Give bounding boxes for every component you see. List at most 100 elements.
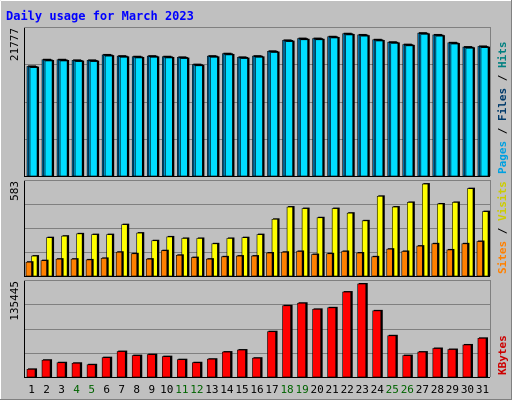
sites-bar-day-2: [40, 260, 47, 277]
kbytes-bar-day-25: [387, 335, 397, 378]
sites-bar-day-27: [416, 245, 423, 277]
visits-bar-day-21: [331, 208, 338, 277]
visits-bar-day-22: [346, 212, 354, 277]
chart-title: Daily usage for March 2023: [6, 9, 194, 23]
hits-bar-day-24: [375, 40, 384, 177]
sites-bar-day-24: [371, 256, 378, 277]
visits-bar-day-29: [452, 202, 459, 277]
visits-bar-day-28: [437, 203, 444, 277]
legend-entry-sites: Sites: [496, 241, 509, 274]
hits-bar-day-19: [300, 39, 308, 177]
day-label-14: 14: [220, 383, 234, 396]
kbytes-bar-day-4: [71, 362, 81, 378]
hits-bar-day-15: [240, 58, 248, 177]
visits-bar-day-5: [91, 234, 98, 277]
hits-bar-day-2: [44, 60, 53, 177]
kbytes-bar-day-17: [267, 331, 276, 378]
sites-bar-day-16: [251, 255, 258, 277]
day-label-4: 4: [73, 383, 80, 396]
sites-bar-day-1: [25, 261, 32, 277]
legend-entry-kbytes: KBytes: [496, 335, 509, 375]
visits-bar-day-25: [391, 206, 399, 277]
day-label-23: 23: [356, 383, 369, 396]
sites-bar-day-26: [401, 251, 408, 277]
day-label-12: 12: [190, 383, 203, 396]
day-label-31: 31: [476, 383, 489, 396]
sites-bar-day-19: [296, 251, 303, 277]
day-label-27: 27: [416, 383, 429, 396]
sites-bar-day-12: [191, 257, 198, 277]
visits-bar-day-30: [467, 188, 474, 277]
kbytes-bar-day-7: [116, 351, 126, 378]
kbytes-bar-day-21: [327, 307, 336, 378]
sites-bar-day-30: [461, 243, 468, 277]
kbytes-bar-day-31: [477, 338, 487, 378]
day-label-24: 24: [371, 383, 385, 396]
visits-bar-day-24: [376, 196, 384, 277]
day-label-18: 18: [280, 383, 293, 396]
kbytes-bar-day-5: [86, 364, 96, 378]
hits-bar-day-3: [59, 60, 68, 177]
day-label-9: 9: [148, 383, 155, 396]
hits-bar-day-21: [330, 37, 338, 177]
kbytes-ymax-label: 135445: [8, 281, 21, 321]
kbytes-bar-day-3: [56, 362, 66, 378]
day-label-20: 20: [311, 383, 324, 396]
kbytes-bar-day-26: [402, 355, 412, 378]
day-label-8: 8: [133, 383, 140, 396]
sites-bar-day-28: [431, 243, 438, 277]
kbytes-bar-day-2: [41, 359, 51, 378]
pages-files-hits-ymax-label: 21777: [8, 28, 21, 61]
kbytes-bar-day-20: [312, 309, 321, 378]
day-label-25: 25: [386, 383, 399, 396]
kbytes-bar-day-12: [192, 362, 201, 378]
hits-bar-day-17: [270, 52, 278, 177]
visits-bar-day-26: [407, 202, 414, 277]
sites-bar-day-25: [386, 248, 393, 277]
pages-files-hits-legend: Pages / Files / Hits: [496, 42, 509, 175]
visits-bar-day-23: [361, 220, 369, 277]
sites-bar-day-29: [446, 249, 453, 277]
legend-entry-visits: Visits: [496, 181, 509, 221]
kbytes-bar-day-6: [101, 357, 111, 378]
day-label-21: 21: [326, 383, 339, 396]
kbytes-bar-day-18: [282, 305, 291, 378]
hits-bar-day-12: [195, 65, 203, 177]
hits-bar-day-18: [285, 41, 293, 177]
kbytes-bar-day-27: [417, 351, 427, 378]
sites-bar-day-13: [206, 258, 213, 277]
day-label-11: 11: [175, 383, 188, 396]
visits-bar-day-19: [301, 208, 308, 277]
sites-bar-day-6: [100, 258, 107, 277]
legend-entry-hits: Hits: [496, 42, 509, 69]
day-label-5: 5: [88, 383, 95, 396]
day-label-15: 15: [235, 383, 248, 396]
sites-bar-day-20: [311, 254, 318, 277]
day-label-26: 26: [401, 383, 414, 396]
sites-bar-day-22: [341, 251, 348, 277]
sites-visits-legend: Sites / Visits: [496, 181, 509, 274]
sites-bar-day-21: [326, 253, 333, 277]
hits-bar-day-29: [450, 43, 459, 177]
day-label-1: 1: [28, 383, 35, 396]
legend-separator: /: [496, 121, 509, 141]
sites-bar-day-17: [266, 252, 273, 277]
sites-bar-day-8: [130, 253, 138, 277]
hits-bar-day-31: [480, 47, 489, 177]
kbytes-bar-day-29: [447, 349, 457, 378]
hits-bar-day-28: [435, 35, 444, 177]
sites-bar-day-11: [176, 255, 183, 277]
legend-entry-files: Files: [496, 88, 509, 121]
kbytes-bar-day-28: [432, 348, 442, 378]
day-label-16: 16: [250, 383, 263, 396]
kbytes-bar-day-24: [372, 310, 382, 378]
day-label-30: 30: [461, 383, 474, 396]
visits-bar-day-20: [316, 217, 323, 277]
hits-bar-day-22: [345, 34, 354, 177]
visits-bar-day-3: [61, 235, 68, 277]
kbytes-legend: KBytes: [496, 335, 509, 375]
visits-bar-day-27: [422, 183, 429, 277]
hits-bar-day-11: [180, 58, 188, 177]
hits-bar-day-20: [315, 39, 323, 177]
